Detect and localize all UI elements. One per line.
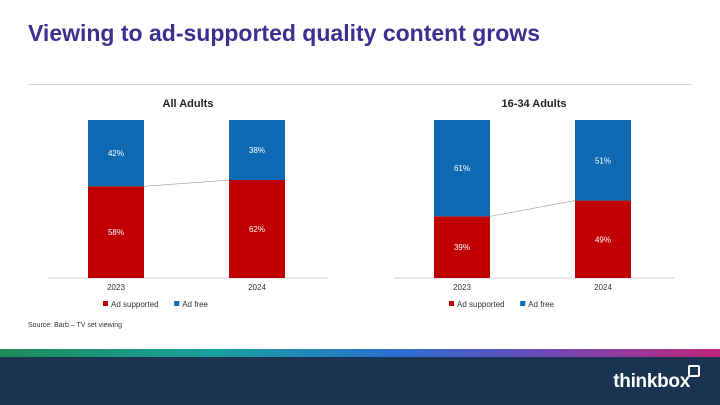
logo-box-icon [688, 365, 700, 377]
x-tick-label: 2023 [107, 283, 125, 292]
data-label: 58% [108, 228, 124, 237]
legend-swatch [103, 301, 108, 306]
bar-ad-free-2023 [88, 120, 144, 187]
chart-title: 16-34 Adults [501, 98, 566, 110]
title-divider [28, 84, 692, 85]
chart-all-adults: All Adults 58% 42% 2023 62% 38% 2024 Ad support… [48, 90, 328, 315]
chart-16-34-adults: 16-34 Adults 39% 61% 2023 49% 51% 2024 Ad suppo… [394, 90, 674, 315]
chart-svg: 16-34 Adults 39% 61% 2023 49% 51% 2024 Ad suppo… [394, 98, 674, 309]
bar-ad-supported-2023 [434, 216, 490, 278]
legend-label: Ad free [528, 300, 554, 309]
bar-ad-free-2024 [575, 120, 631, 201]
data-label: 39% [454, 243, 470, 252]
x-tick-label: 2024 [594, 283, 612, 292]
series-connector-line [143, 179, 230, 187]
data-label: 49% [595, 235, 611, 244]
data-label: 61% [454, 164, 470, 173]
data-label: 62% [249, 225, 265, 234]
bar-ad-supported-2023 [88, 186, 144, 278]
data-label: 42% [108, 149, 124, 158]
footer-bar: thinkbox [0, 357, 720, 405]
footer-gradient-strip [0, 349, 720, 357]
logo-text: thinkbox [613, 371, 690, 392]
series-connector-line [489, 200, 576, 217]
legend-swatch [520, 301, 526, 306]
chart-svg: All Adults 58% 42% 2023 62% 38% 2024 Ad support… [48, 98, 328, 309]
legend-label: Ad free [182, 300, 208, 309]
legend-label: Ad supported [457, 300, 505, 309]
bar-ad-free-2024 [229, 120, 285, 181]
x-tick-label: 2024 [248, 283, 266, 292]
legend-label: Ad supported [111, 300, 159, 309]
data-label: 51% [595, 156, 611, 165]
bar-ad-supported-2024 [575, 200, 631, 278]
page-title: Viewing to ad-supported quality content … [28, 20, 540, 46]
data-label: 38% [249, 146, 265, 155]
legend-swatch [449, 301, 454, 306]
source-note: Source: Barb – TV set viewing [28, 322, 123, 329]
bar-ad-supported-2024 [229, 180, 285, 278]
x-tick-label: 2023 [453, 283, 471, 292]
legend-swatch [174, 301, 180, 306]
chart-title: All Adults [163, 98, 214, 110]
bar-ad-free-2023 [434, 120, 490, 217]
thinkbox-logo: thinkbox [613, 365, 700, 393]
